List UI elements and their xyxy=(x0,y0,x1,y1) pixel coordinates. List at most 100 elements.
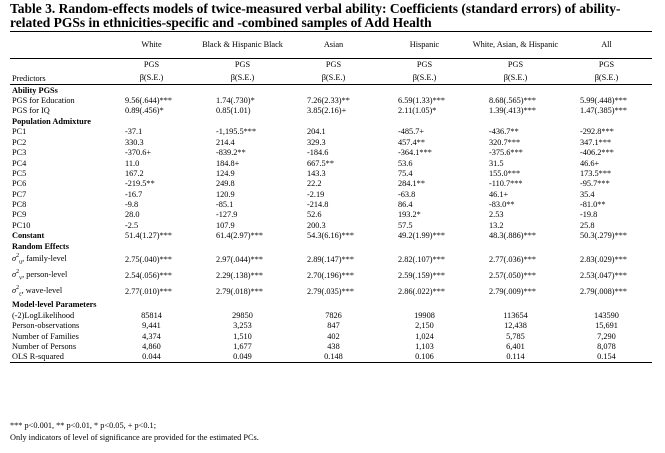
table-row: σ2v, person-level 2.54(.056)*** 2.29(.138)… xyxy=(10,268,652,284)
results-table: White Black & Hispanic Black Asian Hispanic… xyxy=(10,31,652,364)
row-label: σ2u, family-level xyxy=(10,252,106,268)
table-cell: 2.11(1.05)* xyxy=(398,106,437,116)
table-cell: 0.154 xyxy=(561,352,652,364)
table-cell: 124.9 xyxy=(216,168,235,178)
table-cell: 2.53 xyxy=(489,210,504,220)
table-cell: -406.2*** xyxy=(580,148,614,158)
sigma-symbol: σ xyxy=(12,253,17,263)
table-cell: 2.83(.029)*** xyxy=(580,255,628,265)
table-cell: -436.7** xyxy=(489,127,519,137)
section-header: Population Admixture xyxy=(10,116,652,127)
table-title-line-2: related PGSs in ethnicities-specific and… xyxy=(10,15,432,30)
sigma-subscript: v xyxy=(19,275,23,282)
section-title: Population Admixture xyxy=(12,116,91,126)
row-label: PC9 xyxy=(12,210,27,220)
table-cell: -95.7*** xyxy=(580,179,610,189)
table-cell: 347.1*** xyxy=(580,137,612,147)
table-cell: -63.8 xyxy=(398,189,416,199)
table-cell: 107.9 xyxy=(216,220,235,230)
table-cell: -37.1 xyxy=(125,127,143,137)
beta-se-label: β(S.E.) xyxy=(106,71,197,85)
table-cell: 12,438 xyxy=(504,321,527,331)
table-row: PGS for Education 9.56(.644)*** 1.74(.730)… xyxy=(10,96,652,106)
table-cell: 0.106 xyxy=(379,352,470,364)
table-cell: 3,253 xyxy=(233,321,252,331)
table-cell: 329.3 xyxy=(307,137,326,147)
row-label: PC7 xyxy=(12,189,27,199)
table-cell: 2.97(.044)*** xyxy=(216,255,264,265)
table-cell: 75.4 xyxy=(398,168,413,178)
table-cell: 667.5** xyxy=(307,158,334,168)
predictors-label: Predictors xyxy=(10,71,106,85)
section-header: Random Effects xyxy=(10,241,652,252)
row-label-text: , family-level xyxy=(22,253,67,263)
superscript-two: 2 xyxy=(16,252,20,259)
table-cell: 1,510 xyxy=(233,331,252,341)
table-cell: 184.8+ xyxy=(216,158,240,168)
beta-se-label: β(S.E.) xyxy=(470,71,561,85)
table-cell: 35.4 xyxy=(580,189,595,199)
table-cell: 86.4 xyxy=(398,200,413,210)
table-cell: 200.3 xyxy=(307,220,326,230)
table-cell: 7,290 xyxy=(597,331,616,341)
table-cell: 28.0 xyxy=(125,210,140,220)
sigma-symbol: σ xyxy=(12,285,17,295)
table-cell: 2.86(.022)*** xyxy=(398,287,446,297)
table-cell: 284.1** xyxy=(398,179,425,189)
table-cell: 51.4(1.27)*** xyxy=(125,231,173,241)
significance-note: *** p<0.001, ** p<0.01, * p<0.05, + p<0.… xyxy=(10,421,157,430)
table-row: PGS for IQ 0.89(.456)* 0.85(1.01) 3.85(2.16… xyxy=(10,106,652,116)
pgs-label: PGS xyxy=(561,58,652,71)
table-row: σ2ε, wave-level 2.77(.010)*** 2.79(.018)**… xyxy=(10,284,652,300)
table-cell: -375.6*** xyxy=(489,148,523,158)
row-label: OLS R-squared xyxy=(10,352,106,364)
table-cell: 2.29(.138)*** xyxy=(216,271,264,281)
table-row: Number of Families 4,374 1,510 402 1,024 5,78… xyxy=(10,331,652,341)
table-cell: 25.8 xyxy=(580,220,595,230)
table-cell: 2.77(.036)*** xyxy=(489,255,537,265)
column-header: Black & Hispanic Black xyxy=(197,31,288,59)
sigma-symbol: σ xyxy=(12,269,17,279)
table-cell: -1,195.5*** xyxy=(216,127,257,137)
row-label: PC5 xyxy=(12,168,27,178)
row-label: Number of Families xyxy=(12,331,79,341)
table-cell: 2.77(.010)*** xyxy=(125,287,173,297)
table-cell: -2.5 xyxy=(125,220,139,230)
header-spacer xyxy=(10,31,106,59)
table-cell: 7826 xyxy=(325,310,342,320)
table-cell: 46.6+ xyxy=(580,158,600,168)
table-cell: 2.79(.018)*** xyxy=(216,287,264,297)
table-cell: 173.5*** xyxy=(580,168,612,178)
row-label: PC6 xyxy=(12,179,27,189)
table-cell: -184.6 xyxy=(307,148,329,158)
table-cell: 1,024 xyxy=(415,331,434,341)
row-label: PGS for IQ xyxy=(12,106,50,116)
table-cell: 0.85(1.01) xyxy=(216,106,251,116)
table-cell: 847 xyxy=(327,321,340,331)
table-row: PC4 11.0 184.8+ 667.5** 53.6 31.5 46.6+ xyxy=(10,158,652,168)
table-cell: 438 xyxy=(327,342,340,352)
column-header: White, Asian, & Hispanic xyxy=(470,31,561,59)
table-cell: 143590 xyxy=(594,310,619,320)
table-cell: 31.5 xyxy=(489,158,504,168)
row-label-text: , person-level xyxy=(22,269,68,279)
table-cell: 2.59(.159)*** xyxy=(398,271,446,281)
beta-se-label: β(S.E.) xyxy=(197,71,288,85)
table-cell: 0.114 xyxy=(470,352,561,364)
table-cell: 0.148 xyxy=(288,352,379,364)
row-label: Number of Persons xyxy=(12,342,77,352)
table-cell: 320.7*** xyxy=(489,137,521,147)
table-cell: 167.2 xyxy=(125,168,144,178)
table-cell: 46.1+ xyxy=(489,189,509,199)
table-row: Constant 51.4(1.27)*** 61.4(2.97)*** 54.3(6… xyxy=(10,231,652,241)
table-cell: 4,860 xyxy=(142,342,161,352)
table-cell: 15,691 xyxy=(595,321,618,331)
table-cell: 6.59(1.33)*** xyxy=(398,95,446,105)
table-cell: -81.0** xyxy=(580,200,606,210)
pc-note: Only indicators of level of significance… xyxy=(10,433,259,442)
table-cell: 402 xyxy=(327,331,340,341)
table-row: PC9 28.0 -127.9 52.6 193.2* 2.53 -19.8 xyxy=(10,210,652,220)
table-title-line-1: Table 3. Random-effects models of twice-… xyxy=(10,1,621,16)
table-cell: 1.39(.413)*** xyxy=(489,106,537,116)
